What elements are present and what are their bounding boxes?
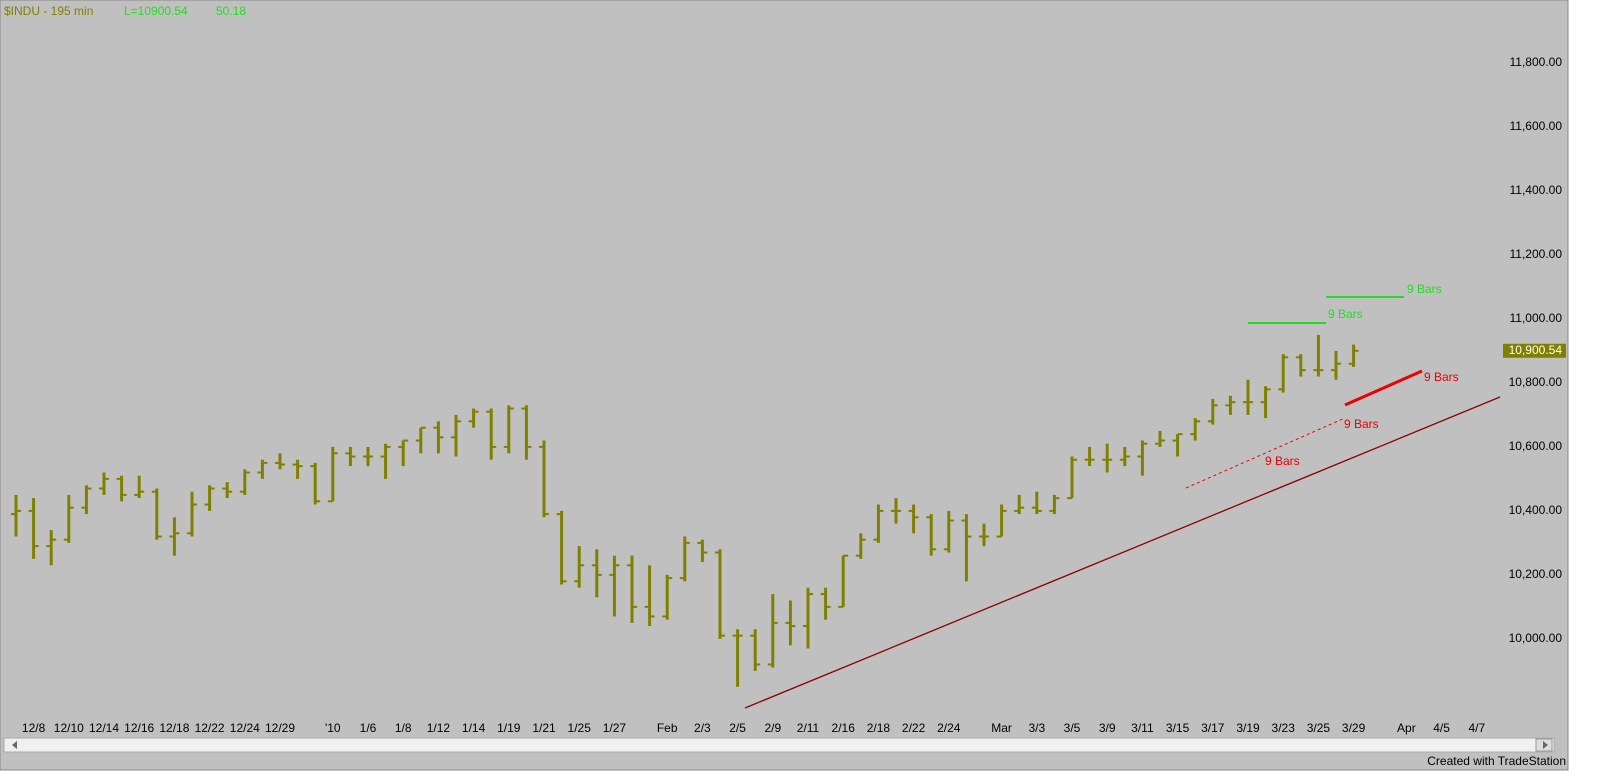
x-tick-label: Feb — [657, 721, 678, 735]
trend-line — [1185, 417, 1346, 489]
x-tick-label: 2/22 — [902, 721, 926, 735]
x-tick-label: 2/5 — [729, 721, 746, 735]
x-tick-label: 1/14 — [462, 721, 486, 735]
change-text: 50.18 — [216, 4, 246, 18]
y-tick-label: 11,400.00 — [1510, 183, 1563, 197]
x-tick-label: 3/11 — [1131, 721, 1154, 735]
x-tick-label: 12/24 — [230, 721, 260, 735]
x-tick-label: 1/6 — [360, 721, 377, 735]
footer: Created with TradeStation — [1427, 754, 1566, 768]
x-tick-label: 4/7 — [1468, 721, 1485, 735]
x-tick-label: 12/14 — [89, 721, 119, 735]
x-tick-label: 2/18 — [867, 721, 891, 735]
x-tick-label: 1/21 — [532, 721, 556, 735]
trend-line — [744, 396, 1501, 709]
x-tick-label: 4/5 — [1433, 721, 1450, 735]
x-tick-label: 3/9 — [1099, 721, 1116, 735]
x-tick-label: Apr — [1397, 721, 1416, 735]
x-tick-label: 3/23 — [1272, 721, 1296, 735]
scroll-left[interactable] — [12, 741, 17, 749]
x-tick-label: 12/16 — [124, 721, 154, 735]
scroll-right[interactable] — [1543, 741, 1548, 749]
x-tick-label: 1/8 — [395, 721, 412, 735]
y-tick-label: 11,000.00 — [1510, 311, 1563, 325]
annotation: 9 Bars — [1424, 370, 1459, 384]
x-tick-label: 1/25 — [568, 721, 592, 735]
y-tick-label: 11,200.00 — [1510, 247, 1563, 261]
x-tick-label: 1/27 — [603, 721, 627, 735]
annotation: 9 Bars — [1407, 282, 1442, 296]
x-tick-label: 12/18 — [159, 721, 189, 735]
chart-title: $INDU - 195 min — [4, 4, 93, 18]
scrollbar[interactable] — [3, 737, 1555, 753]
x-tick-label: 3/5 — [1064, 721, 1081, 735]
x-tick-label: 3/29 — [1342, 721, 1366, 735]
x-tick-label: '10 — [325, 721, 341, 735]
x-tick-label: 3/19 — [1236, 721, 1260, 735]
x-tick-label: 12/29 — [265, 721, 295, 735]
annotation: 9 Bars — [1328, 307, 1363, 321]
x-tick-label: 1/19 — [497, 721, 521, 735]
x-tick-label: 12/10 — [54, 721, 84, 735]
x-tick-label: 12/22 — [195, 721, 225, 735]
y-tick-label: 10,600.00 — [1509, 439, 1563, 453]
last-price-label: 10,900.54 — [1509, 343, 1563, 357]
y-tick-label: 11,800.00 — [1510, 55, 1563, 69]
chart-background — [0, 0, 1568, 770]
y-tick-label: 10,200.00 — [1509, 567, 1563, 581]
x-tick-label: 2/3 — [694, 721, 711, 735]
x-tick-label: 2/16 — [832, 721, 856, 735]
annotation: 9 Bars — [1265, 454, 1300, 468]
x-tick-label: 1/12 — [427, 721, 451, 735]
x-tick-label: 3/3 — [1028, 721, 1045, 735]
x-tick-label: 2/24 — [937, 721, 961, 735]
y-tick-label: 10,800.00 — [1509, 375, 1563, 389]
last-price-box — [1503, 343, 1566, 358]
x-tick-label: 2/9 — [764, 721, 781, 735]
x-tick-label: 12/8 — [22, 721, 46, 735]
y-tick-label: 11,600.00 — [1510, 119, 1563, 133]
x-tick-label: 3/25 — [1307, 721, 1331, 735]
x-tick-label: Mar — [991, 721, 1012, 735]
annotation: 9 Bars — [1344, 417, 1379, 431]
trend-line — [1344, 369, 1423, 407]
x-tick-label: 3/15 — [1166, 721, 1190, 735]
y-tick-label: 10,400.00 — [1509, 503, 1563, 517]
y-tick-label: 10,000.00 — [1509, 631, 1563, 645]
chart-border — [0, 0, 1569, 771]
x-tick-label: 3/17 — [1201, 721, 1225, 735]
x-tick-label: 2/11 — [797, 721, 820, 735]
last-text: L=10900.54 — [124, 4, 188, 18]
